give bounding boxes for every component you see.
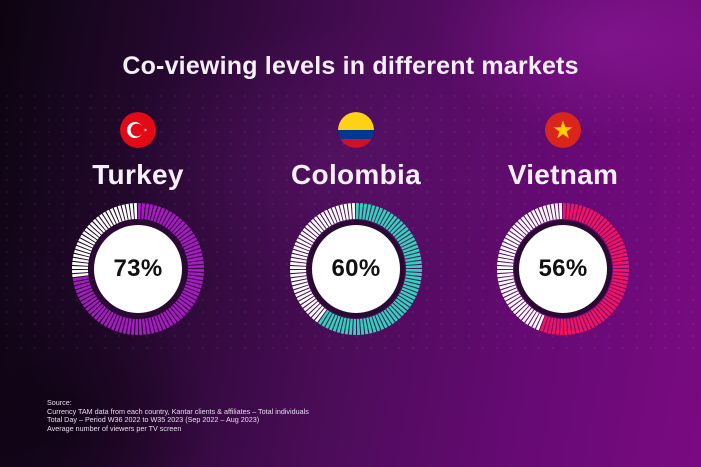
donut-center: 56% bbox=[519, 225, 607, 313]
market-name: Turkey bbox=[92, 159, 184, 190]
percentage-label: 73% bbox=[113, 255, 163, 282]
market-colombia: Colombia 60% bbox=[256, 112, 456, 337]
colombia-flag-icon bbox=[338, 112, 374, 148]
vietnam-flag-icon bbox=[545, 112, 581, 148]
source-note: Source: Currency TAM data from each coun… bbox=[47, 398, 309, 433]
turkey-flag-icon bbox=[120, 112, 156, 148]
percentage-label: 60% bbox=[331, 255, 381, 282]
donut-chart-turkey: 73% bbox=[70, 201, 206, 337]
source-line: Average number of viewers per TV screen bbox=[47, 423, 182, 433]
donut-center: 73% bbox=[94, 225, 182, 313]
donut-center: 60% bbox=[312, 225, 400, 313]
market-turkey: Turkey 73% bbox=[38, 112, 238, 337]
source-line: Total Day – Period W36 2022 to W35 2023 … bbox=[47, 415, 260, 425]
chart-title: Co-viewing levels in different markets bbox=[122, 52, 579, 80]
donut-chart-colombia: 60% bbox=[288, 201, 424, 337]
market-vietnam: Vietnam 56% bbox=[463, 112, 663, 337]
market-name: Colombia bbox=[291, 159, 421, 190]
market-name: Vietnam bbox=[507, 159, 619, 190]
donut-chart-vietnam: 56% bbox=[495, 201, 631, 337]
source-line: Currency TAM data from each country, Kan… bbox=[47, 406, 309, 416]
percentage-label: 56% bbox=[538, 255, 588, 282]
source-heading: Source: bbox=[47, 398, 72, 407]
